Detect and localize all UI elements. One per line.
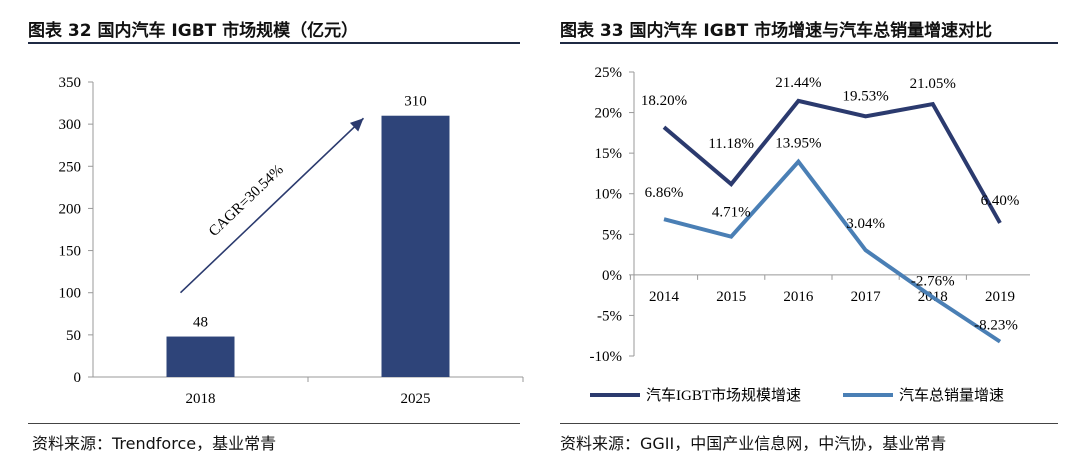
right-source: 资料来源：GGII，中国产业信息网，中汽协，基业常青	[560, 434, 947, 453]
left-source: 资料来源：Trendforce，基业常青	[32, 434, 277, 453]
data-label: 21.05%	[910, 76, 956, 92]
y-tick-label: 200	[59, 201, 82, 217]
left-source-rule	[28, 423, 520, 424]
legend-label: 汽车IGBT市场规模增速	[646, 387, 801, 404]
y-tick-label: 50	[66, 328, 81, 344]
data-label: 19.53%	[842, 88, 888, 104]
y-tick-label: -10%	[590, 349, 623, 365]
data-label: 6.40%	[981, 193, 1020, 209]
x-tick-label: 2015	[716, 289, 746, 305]
data-label: -2.76%	[911, 273, 955, 289]
y-tick-label: 25%	[595, 65, 623, 81]
data-label: 6.86%	[645, 185, 684, 201]
y-tick-label: 20%	[595, 106, 623, 122]
data-label: 18.20%	[641, 93, 687, 109]
x-tick-label: 2018	[186, 391, 216, 407]
right-chart-title: 图表 33 国内汽车 IGBT 市场增速与汽车总销量增速对比	[560, 21, 993, 41]
x-tick-label: 2016	[783, 289, 814, 305]
data-label: 13.95%	[775, 136, 821, 152]
y-tick-label: 10%	[595, 187, 623, 203]
data-label: 4.71%	[712, 205, 751, 221]
y-tick-label: 0	[74, 370, 82, 386]
y-tick-label: -5%	[597, 308, 622, 324]
y-tick-label: 250	[59, 159, 82, 175]
cagr-arrow-line	[179, 117, 365, 294]
data-label: -8.23%	[974, 318, 1018, 334]
y-tick-label: 5%	[602, 227, 622, 243]
y-tick-label: 150	[59, 244, 82, 260]
bar-value-label: 310	[404, 94, 427, 110]
bar	[381, 115, 450, 377]
data-label: 11.18%	[708, 136, 754, 152]
line-chart: -10% -5% 0% 5% 10% 15% 20% 25% 2014 2015 2016 2017 2…	[590, 65, 1030, 404]
y-tick-label: 350	[59, 75, 82, 91]
bar-chart: 0 50 100 150 200 250 300 350 48 2018 310 2025 CAGR=3…	[59, 75, 524, 407]
data-label: 3.04%	[846, 216, 885, 232]
series-line	[662, 98, 1002, 224]
y-tick-label: 15%	[595, 146, 623, 162]
x-tick-label: 2019	[985, 289, 1015, 305]
right-source-rule	[560, 423, 1058, 424]
y-tick-label: 0%	[602, 268, 622, 284]
cagr-arrow-head	[349, 118, 364, 132]
right-title-rule	[560, 42, 1058, 44]
legend-label: 汽车总销量增速	[899, 387, 1004, 404]
left-chart-title: 图表 32 国内汽车 IGBT 市场规模（亿元）	[28, 21, 359, 41]
x-tick-label: 2014	[649, 289, 680, 305]
data-label: 21.44%	[775, 75, 821, 91]
series-line	[663, 158, 1002, 344]
x-tick-label: 2025	[401, 391, 431, 407]
bar-value-label: 48	[193, 315, 208, 331]
cagr-annotation: CAGR=30.54%	[206, 162, 287, 240]
y-tick-label: 100	[59, 286, 82, 302]
y-tick-label: 300	[59, 117, 82, 133]
x-tick-label: 2017	[851, 289, 882, 305]
bar	[166, 336, 235, 377]
left-title-rule	[28, 42, 520, 44]
